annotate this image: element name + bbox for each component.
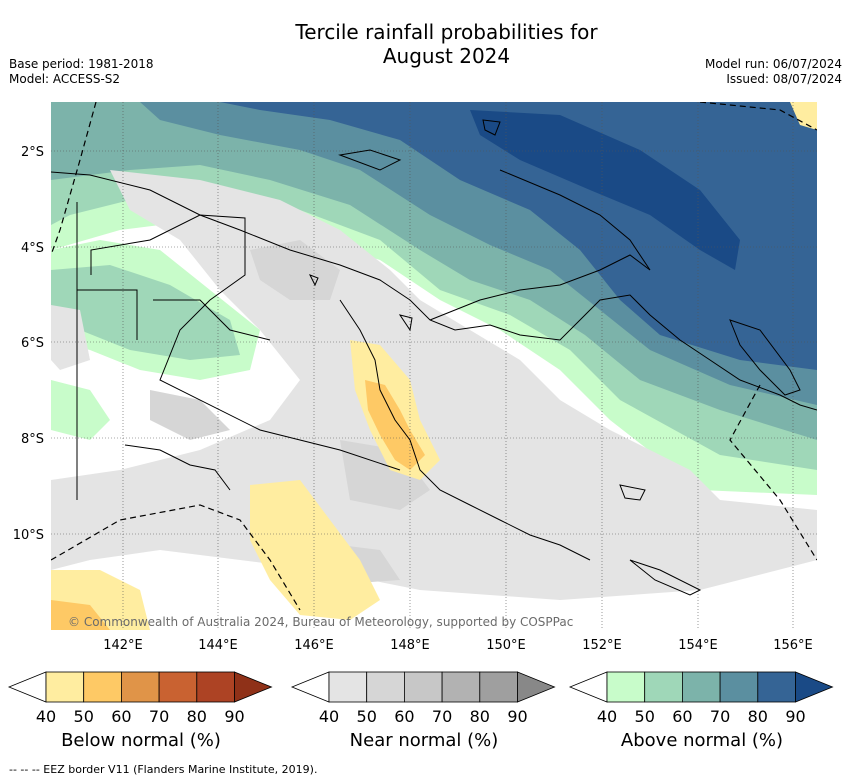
colorbar-max-arrow: [795, 671, 834, 703]
below-40-region: [250, 480, 380, 620]
lon-label: 150°E: [486, 638, 526, 653]
lon-label: 152°E: [582, 638, 622, 653]
title-line-1: Tercile rainfall probabilities for: [295, 20, 598, 44]
colorbar-tick-label: 50: [74, 707, 94, 726]
colorbar-min-arrow: [7, 671, 47, 703]
lat-label: 6°S: [21, 336, 44, 351]
colorbar-tick-label: 90: [224, 707, 244, 726]
meta-left: Base period: 1981-2018 Model: ACCESS-S2: [9, 57, 154, 87]
below-normal-label: Below normal (%): [61, 730, 221, 751]
colorbar-swatch: [328, 671, 368, 703]
above-90-region: [470, 110, 740, 270]
colorbar-tick-label: 70: [149, 707, 169, 726]
near-colorbar: 40 50 60 70 80 90: [290, 671, 556, 726]
colorbar-swatch: [441, 671, 481, 703]
colorbar-tick-label: 80: [187, 707, 207, 726]
lon-label: 144°E: [198, 638, 238, 653]
colorbar-min-arrow: [290, 671, 330, 703]
colorbar-tick-label: 40: [597, 707, 617, 726]
colorbar-swatch: [196, 671, 235, 703]
colorbar-tick-label: 50: [357, 707, 377, 726]
probability-field: [51, 102, 817, 630]
colorbar-max-arrow: [234, 671, 273, 703]
lat-labels: 2°S 4°S 6°S 8°S 10°S: [13, 145, 44, 543]
meta-right: Model run: 06/07/2024 Issued: 08/07/2024: [705, 57, 842, 87]
lon-labels: 142°E 144°E 146°E 148°E 150°E 152°E 154°…: [103, 638, 813, 653]
colorbar-tick-label: 80: [470, 707, 490, 726]
colorbar-swatch: [121, 671, 160, 703]
above-normal-label: Above normal (%): [620, 730, 784, 751]
map-title: Tercile rainfall probabilities for Augus…: [0, 20, 850, 68]
below-colorbar: 40 50 60 70 80 90: [7, 671, 273, 726]
graticule: [51, 102, 817, 630]
colorbar-swatch: [158, 671, 198, 703]
colorbar-swatch: [366, 671, 405, 703]
colorbar-tick-label: 90: [785, 707, 805, 726]
coastlines: [51, 119, 817, 596]
colorbar-tick-label: 70: [710, 707, 730, 726]
colorbar-tick-label: 40: [319, 707, 339, 726]
colorbar-tick-label: 60: [672, 707, 692, 726]
colorbar-tick-label: 40: [36, 707, 56, 726]
lat-label: 10°S: [13, 528, 44, 543]
near-40-region: [51, 170, 817, 600]
colorbar-swatch: [757, 671, 796, 703]
colorbar-tick-label: 60: [111, 707, 131, 726]
colorbar-tick-label: 80: [748, 707, 768, 726]
lat-label: 2°S: [21, 145, 44, 160]
colorbar-swatch: [719, 671, 759, 703]
colorbar-tick-label: 60: [394, 707, 414, 726]
colorbar-tick-label: 50: [635, 707, 655, 726]
lon-label: 154°E: [678, 638, 718, 653]
issued-date: Issued: 08/07/2024: [726, 72, 842, 86]
lat-label: 4°S: [21, 241, 44, 256]
colorbar-swatch: [606, 671, 646, 703]
title-line-2: August 2024: [382, 44, 511, 68]
eez-borders: [51, 102, 817, 611]
lon-label: 148°E: [390, 638, 430, 653]
lat-label: 8°S: [21, 432, 44, 447]
colorbar-min-arrow: [568, 671, 608, 703]
colorbar-max-arrow: [517, 671, 556, 703]
colorbar-swatch: [45, 671, 85, 703]
colorbars: 40 50 60 70 80 90 40 50 60 70 80 90 40 50 60 70 80 90: [7, 671, 834, 726]
above-colorbar: 40 50 60 70 80 90: [568, 671, 834, 726]
province-borders: [76, 202, 401, 500]
lon-label: 146°E: [294, 638, 334, 653]
eez-footer: -- -- -- EEZ border V11 (Flanders Marine…: [9, 763, 318, 776]
lon-label: 142°E: [103, 638, 143, 653]
colorbar-tick-label: 90: [507, 707, 527, 726]
lon-label: 156°E: [773, 638, 813, 653]
base-period: Base period: 1981-2018: [9, 57, 154, 71]
near-normal-label: Near normal (%): [349, 730, 499, 751]
model-name: Model: ACCESS-S2: [9, 72, 121, 86]
colorbar-tick-label: 70: [432, 707, 452, 726]
copyright-text: © Commonwealth of Australia 2024, Bureau…: [68, 615, 573, 629]
colorbar-swatch: [403, 671, 443, 703]
colorbar-swatch: [682, 671, 721, 703]
model-run: Model run: 06/07/2024: [704, 57, 842, 71]
colorbar-swatch: [479, 671, 518, 703]
colorbar-swatch: [83, 671, 122, 703]
colorbar-swatch: [644, 671, 683, 703]
